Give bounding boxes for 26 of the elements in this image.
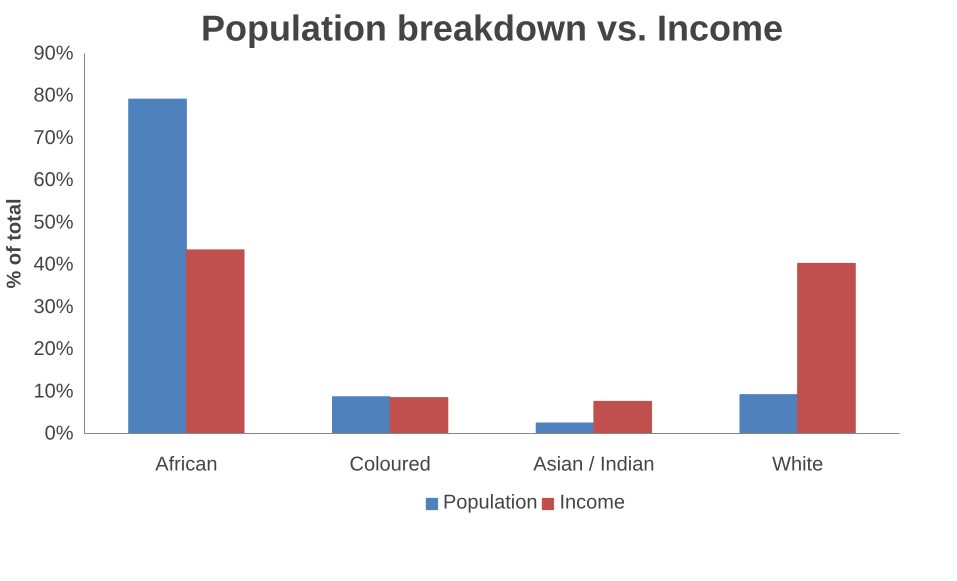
bar	[332, 396, 391, 434]
legend-label: Income	[559, 492, 626, 514]
x-tick-label: Coloured	[350, 454, 431, 476]
bar	[186, 249, 245, 434]
y-tick-label: 10%	[33, 380, 74, 402]
bar	[536, 422, 594, 434]
bar	[390, 397, 448, 434]
y-tick-label: 50%	[33, 211, 74, 234]
y-tick-label: 40%	[33, 254, 74, 276]
x-tick-label: Asian / Indian	[533, 454, 654, 476]
x-tick-label: White	[772, 454, 824, 476]
chart-title: Population breakdown vs. Income	[200, 8, 784, 48]
bar	[128, 98, 187, 434]
bar	[797, 262, 856, 434]
y-tick-label: 70%	[33, 126, 74, 149]
y-tick-label: 80%	[33, 84, 74, 107]
y-tick-label: 90%	[33, 42, 74, 64]
y-tick-label: 60%	[33, 169, 74, 192]
x-tick-label: African	[155, 454, 218, 476]
y-axis-title: % of total	[3, 198, 26, 288]
bar	[739, 394, 798, 434]
y-tick-label: 30%	[33, 296, 74, 318]
legend-label: Population	[442, 492, 538, 514]
y-tick-label: 0%	[44, 422, 74, 444]
y-tick-label: 20%	[33, 338, 74, 360]
bar	[593, 400, 652, 434]
